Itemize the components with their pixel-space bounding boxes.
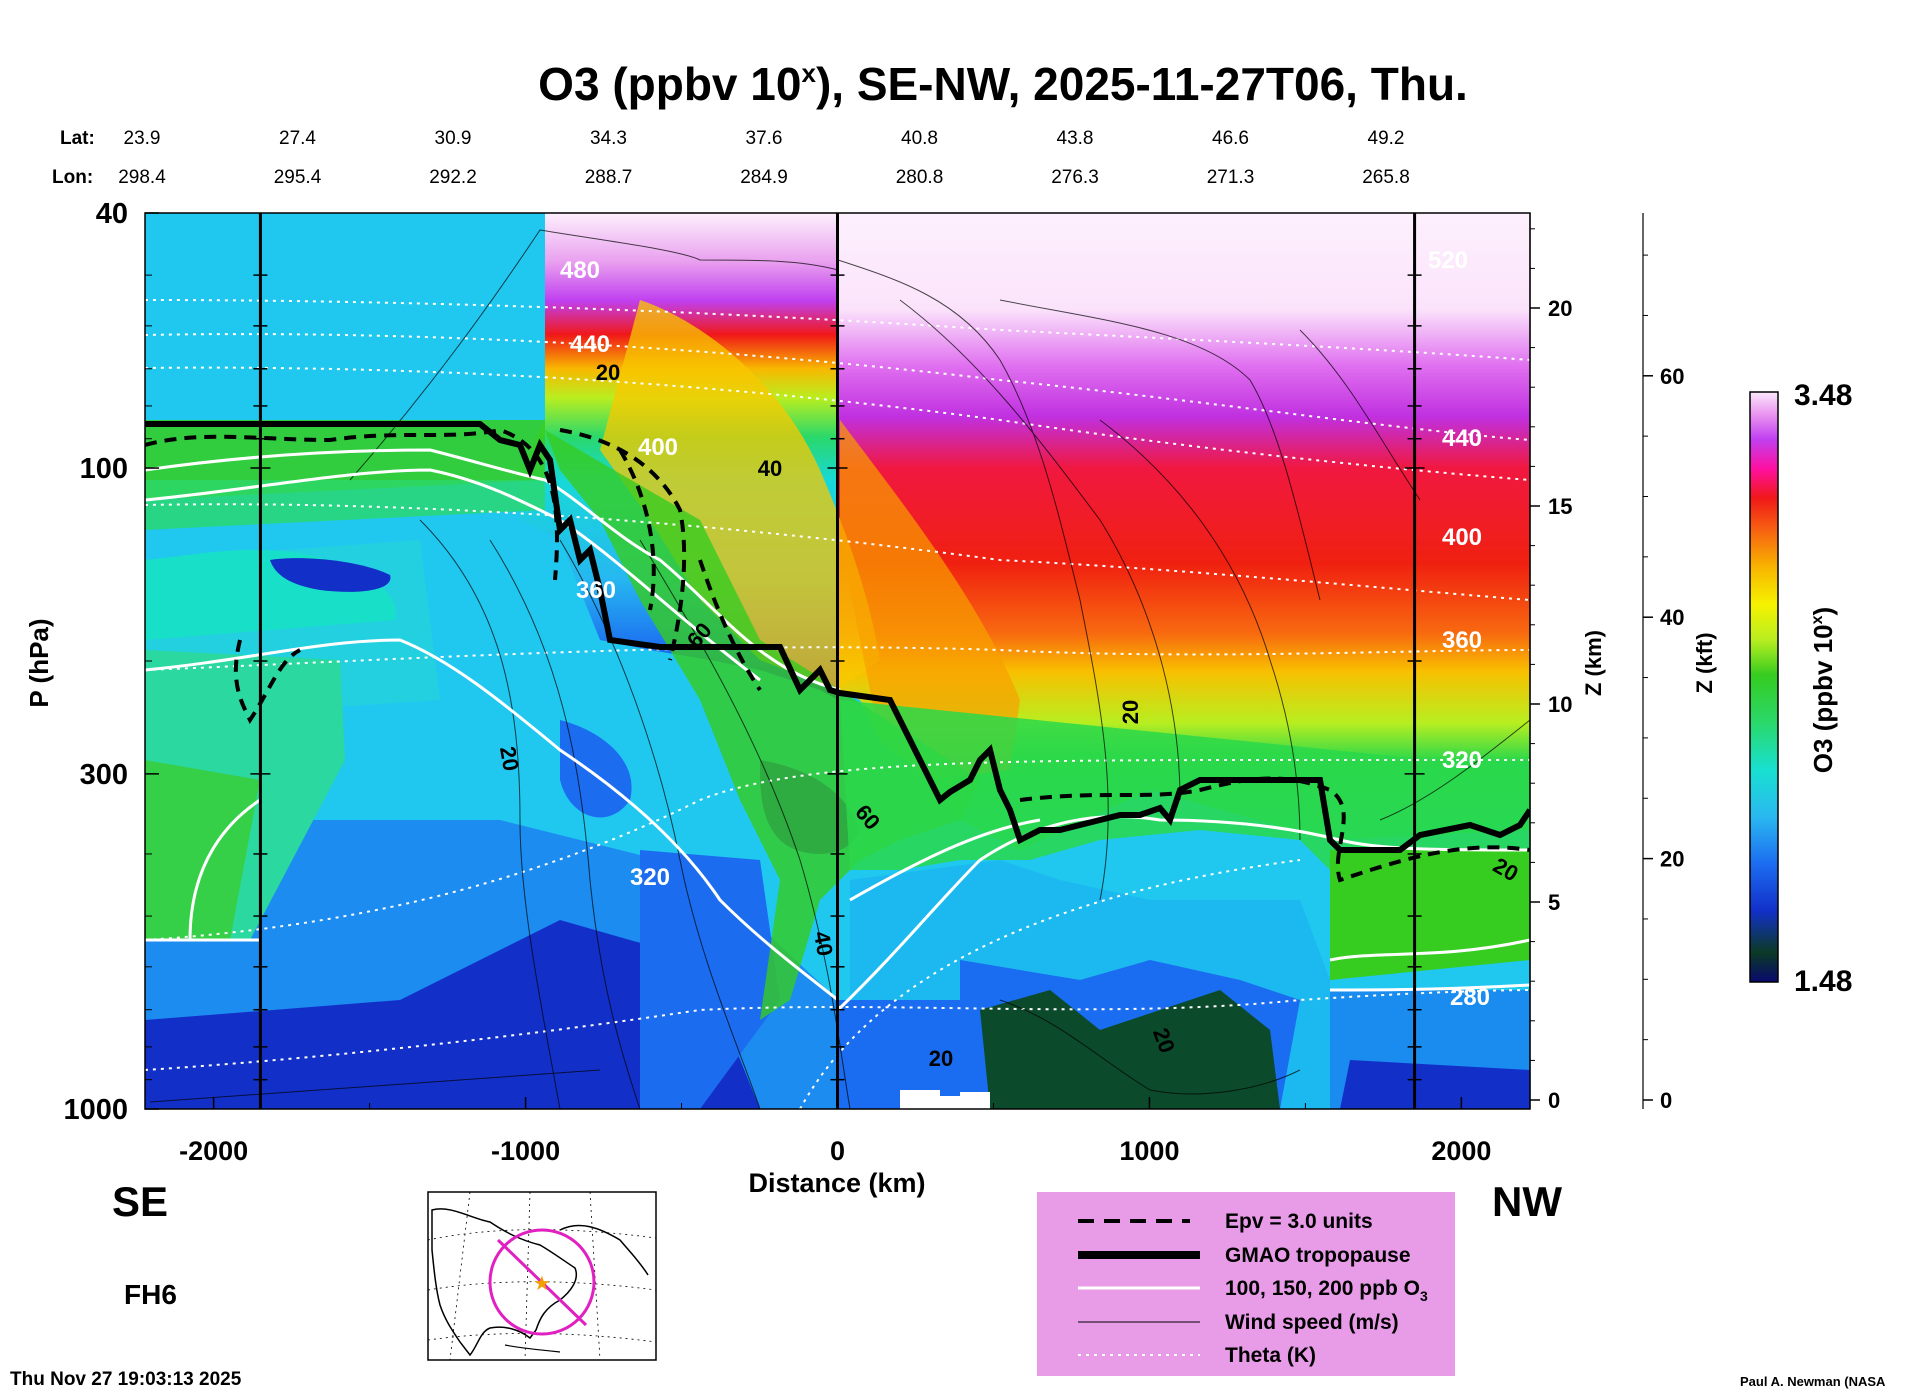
z-kft-tick-label: 0 [1660, 1088, 1672, 1113]
lon-value: 288.7 [585, 167, 633, 188]
y-tick-label: 40 [96, 198, 128, 230]
theta-label: 320 [630, 864, 670, 891]
lon-value: 265.8 [1362, 167, 1410, 188]
map-center-icon: ★ [533, 1273, 551, 1295]
colorbar-max: 3.48 [1794, 379, 1852, 412]
theta-label: 400 [1442, 524, 1482, 551]
theta-label: 440 [1442, 425, 1482, 452]
lat-value: 49.2 [1368, 128, 1405, 149]
theta-label: 440 [570, 331, 610, 358]
vertical-markers [250, 213, 1425, 1109]
x-tick-label: 2000 [1431, 1136, 1491, 1166]
z-km-tick-label: 20 [1548, 296, 1572, 321]
timestamp: Thu Nov 27 19:03:13 2025 [10, 1369, 242, 1390]
y-axis: 40 100 300 1000 [63, 198, 159, 1126]
legend: Epv = 3.0 units GMAO tropopause 100, 150… [1037, 1192, 1455, 1376]
legend-label-theta: Theta (K) [1225, 1344, 1316, 1367]
theta-label: 280 [1450, 984, 1490, 1011]
x-axis-label: Distance (km) [748, 1168, 925, 1198]
chart-title: O3 (ppbv 10x), SE-NW, 2025-11-27T06, Thu… [538, 58, 1468, 110]
legend-label-o3: 100, 150, 200 ppb O3 [1225, 1277, 1428, 1304]
wind-label: 20 [596, 360, 620, 385]
theta-contours [145, 299, 1530, 1109]
x-tick-label: -1000 [491, 1136, 560, 1166]
x-axis: -2000 -1000 0 1000 2000 [179, 1097, 1491, 1166]
lon-value: 271.3 [1207, 167, 1255, 188]
legend-label-wind: Wind speed (m/s) [1225, 1311, 1399, 1334]
z-km-tick-label: 0 [1548, 1088, 1560, 1113]
x-tick-label: 1000 [1119, 1136, 1179, 1166]
lon-value: 292.2 [429, 167, 477, 188]
theta-label: 480 [560, 257, 600, 284]
lat-value: 43.8 [1057, 128, 1094, 149]
colorbar [1749, 391, 1779, 983]
lon-value: 276.3 [1051, 167, 1099, 188]
z-kft-label: Z (kft) [1692, 632, 1717, 693]
lat-row-label: Lat: [60, 128, 95, 149]
wind-contours [149, 229, 1530, 1109]
z-km-tick-label: 10 [1548, 692, 1572, 717]
lon-value: 298.4 [118, 167, 166, 188]
z-kft-tick-label: 60 [1660, 364, 1684, 389]
y-axis-label: P (hPa) [24, 618, 54, 707]
gmao-tropopause [145, 421, 1530, 853]
colorbar-label: O3 (ppbv 10x) [1808, 607, 1838, 773]
epv-contours [145, 427, 1530, 883]
lat-value: 30.9 [435, 128, 472, 149]
lon-value: 284.9 [740, 167, 788, 188]
wind-label: 20 [929, 1046, 953, 1071]
z-kft-tick-label: 40 [1660, 605, 1684, 630]
z-kft-tick-label: 20 [1660, 847, 1684, 872]
lon-row-label: Lon: [52, 167, 93, 188]
z-kft-axis: 0 20 40 60 [1642, 213, 1684, 1113]
theta-label: 520 [1428, 247, 1468, 274]
wind-label: 40 [758, 456, 782, 481]
lon-value: 280.8 [896, 167, 944, 188]
inset-map: ★ [427, 1191, 657, 1361]
theta-label: 320 [1442, 747, 1482, 774]
map-track-line [496, 1238, 588, 1327]
lat-value: 23.9 [124, 128, 161, 149]
nw-direction-label: NW [1492, 1178, 1562, 1225]
theta-label: 360 [1442, 627, 1482, 654]
lat-value: 40.8 [901, 128, 938, 149]
colorbar-min: 1.48 [1794, 965, 1852, 998]
theta-label: 360 [576, 577, 616, 604]
lat-value: 37.6 [746, 128, 783, 149]
legend-label-epv: Epv = 3.0 units [1225, 1210, 1373, 1233]
y-tick-label: 100 [80, 453, 128, 485]
o3-heatmap [145, 213, 1530, 1109]
lat-value: 34.3 [590, 128, 627, 149]
z-km-tick-label: 5 [1548, 890, 1560, 915]
wind-label: 20 [1118, 700, 1143, 724]
se-direction-label: SE [112, 1178, 168, 1225]
wind-label: 20 [495, 744, 524, 772]
lat-value: 46.6 [1212, 128, 1249, 149]
y-tick-label: 1000 [63, 1094, 128, 1126]
z-km-axis: 0 5 10 15 20 [1529, 213, 1572, 1113]
theta-label: 400 [638, 434, 678, 461]
lat-value: 27.4 [279, 128, 316, 149]
legend-label-tropopause: GMAO tropopause [1225, 1244, 1411, 1267]
lat-lon-header: 23.9 27.4 30.9 34.3 37.6 40.8 43.8 46.6 49.2 298.… [118, 128, 1410, 188]
lon-value: 295.4 [274, 167, 322, 188]
wind-label: 40 [809, 929, 838, 957]
credit: Paul A. Newman (NASA [1740, 1374, 1886, 1389]
z-km-tick-label: 15 [1548, 494, 1572, 519]
forecast-hour-label: FH6 [124, 1279, 177, 1310]
x-tick-label: -2000 [179, 1136, 248, 1166]
z-km-label: Z (km) [1581, 630, 1606, 696]
map-range-circle [488, 1228, 596, 1336]
x-tick-label: 0 [830, 1136, 845, 1166]
y-tick-label: 300 [80, 759, 128, 791]
